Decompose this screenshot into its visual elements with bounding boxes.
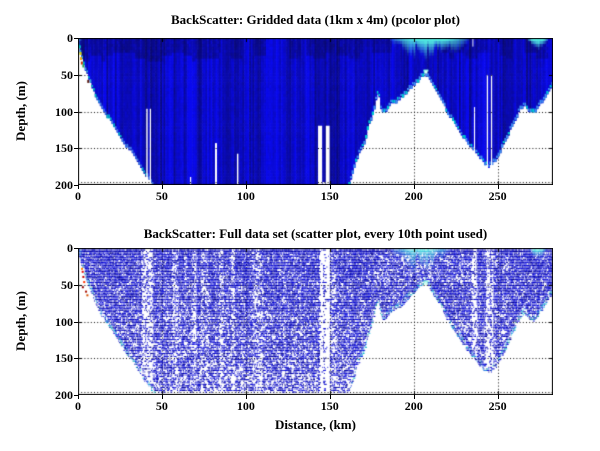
x-tick-mark — [78, 395, 79, 399]
y-tick-mark — [74, 38, 78, 39]
x-tick-label: 150 — [320, 189, 339, 203]
x-tick-label: 200 — [404, 399, 423, 413]
pcolor-plot — [78, 38, 553, 185]
y-tick-mark — [74, 248, 78, 249]
x-tick-mark — [414, 185, 415, 189]
x-tick-mark — [498, 395, 499, 399]
y-tick-label: 200 — [55, 178, 73, 192]
y-tick-mark — [74, 148, 78, 149]
y-tick-label: 100 — [55, 104, 73, 119]
y-tick-label: 100 — [55, 314, 73, 329]
x-tick-label: 250 — [488, 399, 507, 413]
x-tick-mark — [330, 185, 331, 189]
x-tick-label: 200 — [404, 189, 423, 203]
x-tick-label: 50 — [155, 399, 168, 413]
x-tick-mark — [162, 395, 163, 399]
y-tick-mark — [74, 185, 78, 186]
x-tick-label: 250 — [488, 189, 507, 203]
y-tick-mark — [74, 322, 78, 323]
x-tick-mark — [330, 395, 331, 399]
y-tick-label: 0 — [67, 241, 73, 255]
y-tick-label: 200 — [55, 388, 73, 402]
y-tick-mark — [74, 358, 78, 359]
x-tick-mark — [414, 395, 415, 399]
x-tick-label: 50 — [155, 189, 168, 203]
x-tick-label: 0 — [75, 399, 81, 413]
x-tick-mark — [246, 185, 247, 189]
x-tick-label: 100 — [236, 399, 255, 413]
x-tick-label: 150 — [320, 399, 339, 413]
bottom-y-axis-label: Depth, (m) — [13, 291, 28, 351]
y-tick-label: 50 — [61, 67, 73, 82]
y-tick-label: 50 — [61, 277, 73, 292]
y-tick-label: 0 — [67, 31, 73, 45]
scatter-plot — [78, 248, 553, 395]
y-tick-label: 150 — [55, 141, 73, 156]
y-tick-mark — [74, 75, 78, 76]
x-tick-mark — [162, 185, 163, 189]
x-tick-mark — [246, 395, 247, 399]
y-tick-mark — [74, 112, 78, 113]
x-tick-label: 0 — [75, 189, 81, 203]
x-axis-label: Distance, (km) — [275, 417, 356, 432]
y-tick-mark — [74, 285, 78, 286]
x-tick-label: 100 — [236, 189, 255, 203]
y-tick-mark — [74, 395, 78, 396]
top-y-axis-label: Depth, (m) — [13, 81, 28, 141]
top-plot-title: BackScatter: Gridded data (1km x 4m) (pc… — [171, 12, 460, 27]
x-tick-mark — [498, 185, 499, 189]
x-tick-mark — [78, 185, 79, 189]
bottom-plot-title: BackScatter: Full data set (scatter plot… — [143, 226, 488, 241]
y-tick-label: 150 — [55, 351, 73, 366]
